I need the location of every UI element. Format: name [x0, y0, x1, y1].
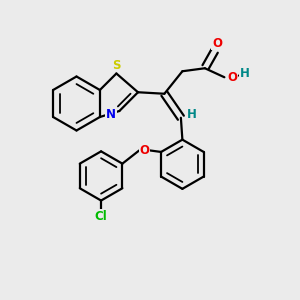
Text: O: O	[140, 144, 150, 157]
Text: S: S	[112, 58, 121, 72]
Text: Cl: Cl	[95, 210, 107, 223]
Text: H: H	[240, 67, 250, 80]
Text: H: H	[187, 108, 197, 121]
Text: O: O	[228, 71, 238, 84]
Text: N: N	[106, 107, 116, 121]
Text: O: O	[212, 37, 222, 50]
